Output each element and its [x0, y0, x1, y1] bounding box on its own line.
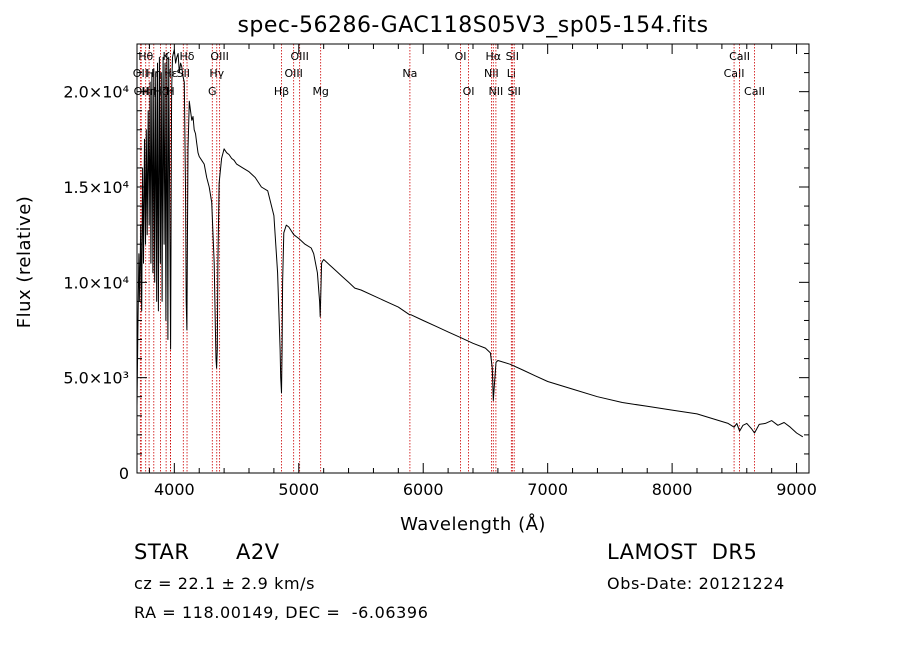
y-axis-label: Flux (relative)	[14, 196, 35, 329]
y-tick-label-1: 5.0×10³	[63, 369, 129, 388]
line-marker-label-15: OIII	[284, 67, 302, 80]
line-marker-label-16: OIII	[290, 50, 308, 63]
line-marker-label-27: CaII	[724, 67, 745, 80]
spectrum-series	[136, 49, 804, 438]
line-marker-label-22: Hα	[486, 50, 502, 63]
x-tick-label-1: 5000	[278, 480, 319, 499]
x-tick-label-3: 7000	[527, 480, 568, 499]
line-marker-label-20: OI	[463, 85, 475, 98]
line-marker-label-3: Hη	[141, 85, 156, 98]
line-marker-label-25: SII	[506, 50, 519, 63]
axes: 4000 5000 6000 7000 8000 9000 0 5.0×10³ 1.0×10⁴ 1…	[63, 44, 817, 499]
line-marker-label-12: Hγ	[209, 67, 224, 80]
y-tick-label-3: 1.5×10⁴	[63, 178, 129, 197]
line-marker-label-28: CaII	[729, 50, 750, 63]
line-marker-label-18: Na	[402, 67, 417, 80]
x-tick-label-4: 8000	[652, 480, 693, 499]
line-marker-label-11: G	[208, 85, 217, 98]
plot-frame	[136, 43, 810, 474]
x-tick-label-2: 6000	[403, 480, 444, 499]
spectral-subclass: A2V	[236, 540, 280, 564]
chart-title: spec-56286-GAC118S05V3_sp05-154.fits	[237, 13, 708, 38]
line-marker-label-21: NII	[484, 67, 499, 80]
x-axis-label: Wavelength (Å)	[400, 513, 546, 535]
line-marker-label-17: Mg	[312, 85, 328, 98]
survey-label: LAMOST DR5	[607, 540, 758, 564]
line-marker-label-19: OI	[455, 50, 467, 63]
observation-date: Obs-Date: 20121224	[607, 574, 785, 593]
line-marker-label-14: Hβ	[274, 85, 289, 98]
line-marker-label-2: Hθ	[138, 50, 153, 63]
line-marker-label-23: NII	[489, 85, 504, 98]
line-marker-label-13: OIII	[210, 50, 228, 63]
line-marker-label-10: Hδ	[180, 50, 195, 63]
line-marker-label-7: H	[166, 85, 174, 98]
y-tick-label-4: 2.0×10⁴	[63, 83, 129, 102]
y-tick-label-2: 1.0×10⁴	[63, 273, 129, 292]
line-marker-label-24: Li	[507, 67, 516, 80]
y-tick-label-0: 0	[119, 464, 129, 483]
x-tick-label-5: 9000	[776, 480, 817, 499]
object-class: STAR	[134, 540, 190, 564]
line-markers: OIIOIIHθHηHηHζKHHεSIIHδGHγOIIIHβOIIIOIII…	[133, 44, 765, 473]
line-marker-label-26: SII	[507, 85, 520, 98]
line-marker-label-29: CaII	[744, 85, 765, 98]
coordinates: RA = 118.00149, DEC = -6.06396	[134, 603, 429, 622]
spectrum-line-0	[136, 49, 804, 438]
x-tick-label-0: 4000	[154, 480, 195, 499]
redshift-value: cz = 22.1 ± 2.9 km/s	[134, 574, 316, 593]
